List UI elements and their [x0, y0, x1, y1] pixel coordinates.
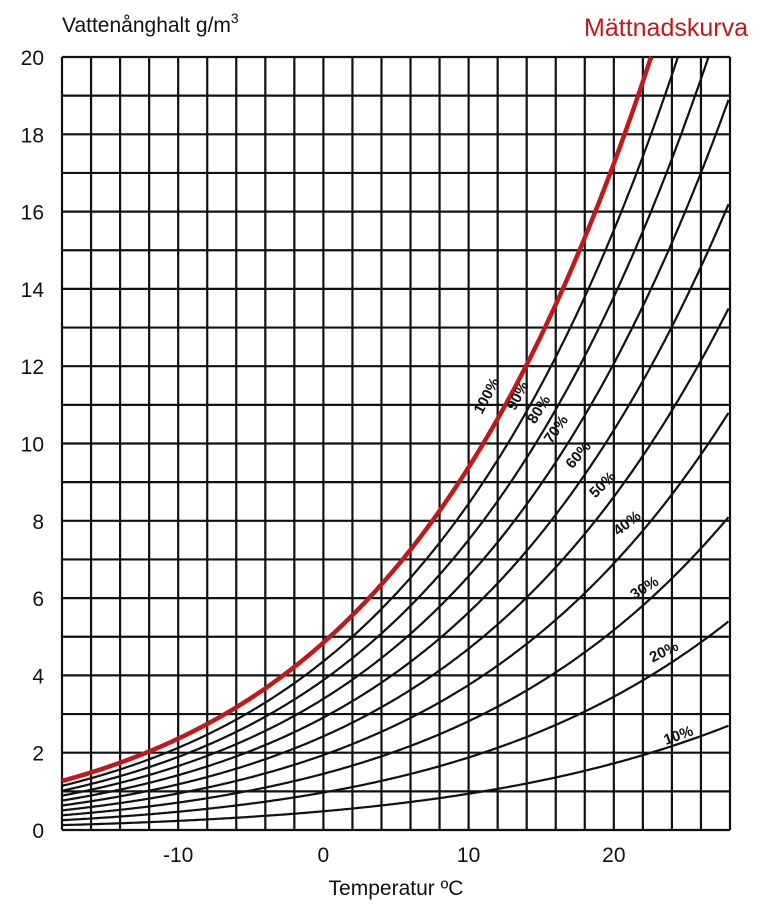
y-tick-label: 20: [21, 47, 44, 70]
rh-curve-90-percent: [61, 55, 680, 787]
y-tick-label: 12: [21, 356, 44, 379]
y-tick-label: 16: [21, 202, 44, 225]
y-axis-label-superscript: 3: [231, 10, 239, 26]
x-tick-label: 20: [602, 844, 625, 867]
grid: [60, 55, 732, 832]
rh-curve-70-percent: [61, 99, 730, 797]
y-tick-label: 10: [21, 434, 44, 457]
y-tick-label: 14: [21, 279, 45, 302]
curve-labels: 100% 90%80%70%60%50%40%30%20%10%: [471, 375, 696, 749]
y-tick-label: 6: [32, 588, 44, 611]
ticks: 0 2 4 6 8 10 12 14 16 18 20 -10 0 10 20: [21, 47, 626, 867]
x-tick-label: 0: [318, 844, 330, 867]
rh-curve-30-percent: [61, 516, 730, 817]
rh-curve-50-percent: [61, 308, 730, 807]
x-tick-label: 10: [457, 844, 480, 867]
y-tick-label: 8: [32, 511, 44, 534]
rh-curve-10-percent: [62, 724, 729, 827]
y-axis-label: Vattenånghalt g/m3: [62, 10, 239, 37]
rh-curve-100-percent: [61, 55, 654, 784]
rh-curve-20-percent: [61, 620, 730, 822]
y-tick-label: 0: [32, 820, 44, 843]
rh-label: 20%: [647, 638, 681, 666]
y-tick-label: 18: [21, 124, 44, 147]
curves: [61, 55, 730, 827]
y-axis-label-text: Vattenånghalt g/m: [62, 14, 231, 37]
rh-curve-60-percent: [61, 203, 730, 802]
rh-curve-40-percent: [61, 412, 730, 812]
saturation-curve-label: Mättnadskurva: [584, 14, 748, 42]
rh-label: 70%: [541, 412, 572, 446]
y-tick-label: 4: [32, 665, 44, 688]
x-tick-label: -10: [163, 844, 193, 867]
rh-curve-80-percent: [61, 56, 711, 792]
x-axis-label: Temperatur ºC: [329, 877, 464, 900]
y-tick-label: 2: [32, 743, 44, 766]
